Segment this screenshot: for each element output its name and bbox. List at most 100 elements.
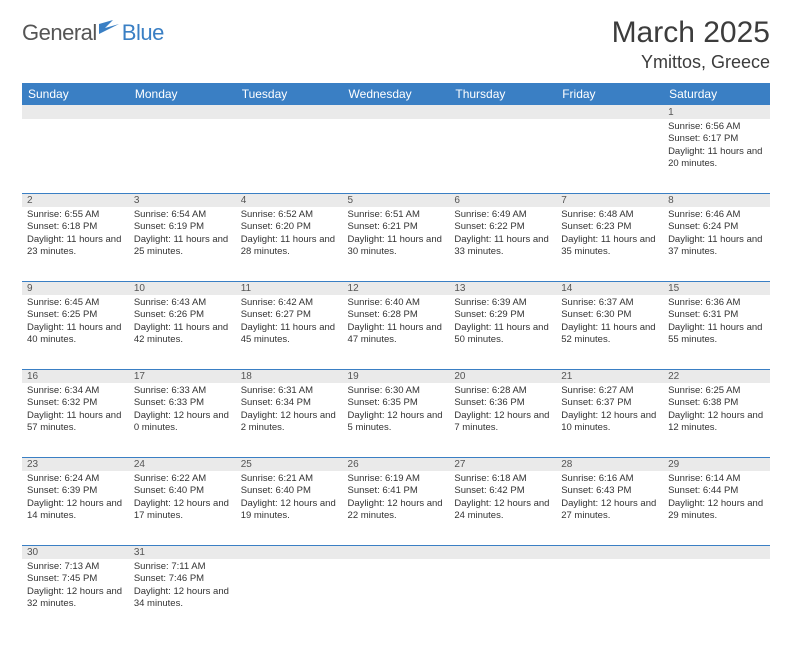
day-number — [236, 105, 343, 119]
day-content: Sunrise: 6:40 AMSunset: 6:28 PMDaylight:… — [343, 295, 450, 349]
day-header: Friday — [556, 83, 663, 105]
day-number-row: 3031 — [22, 545, 770, 559]
day-content: Sunrise: 7:11 AMSunset: 7:46 PMDaylight:… — [129, 559, 236, 613]
day-cell: Sunrise: 6:34 AMSunset: 6:32 PMDaylight:… — [22, 383, 129, 457]
day-cell: Sunrise: 6:22 AMSunset: 6:40 PMDaylight:… — [129, 471, 236, 545]
logo-text-blue: Blue — [122, 20, 164, 46]
day-number — [236, 545, 343, 559]
day-content: Sunrise: 6:48 AMSunset: 6:23 PMDaylight:… — [556, 207, 663, 261]
day-number: 14 — [556, 281, 663, 295]
day-number — [343, 545, 450, 559]
day-cell: Sunrise: 6:52 AMSunset: 6:20 PMDaylight:… — [236, 207, 343, 281]
day-content: Sunrise: 6:25 AMSunset: 6:38 PMDaylight:… — [663, 383, 770, 437]
day-cell: Sunrise: 6:31 AMSunset: 6:34 PMDaylight:… — [236, 383, 343, 457]
logo: General Blue — [22, 20, 164, 46]
logo-text-general: General — [22, 20, 97, 46]
day-number: 11 — [236, 281, 343, 295]
day-cell — [236, 559, 343, 633]
day-number-row: 23242526272829 — [22, 457, 770, 471]
day-number: 2 — [22, 193, 129, 207]
day-number: 21 — [556, 369, 663, 383]
day-number: 19 — [343, 369, 450, 383]
day-content: Sunrise: 6:39 AMSunset: 6:29 PMDaylight:… — [449, 295, 556, 349]
day-cell: Sunrise: 6:36 AMSunset: 6:31 PMDaylight:… — [663, 295, 770, 369]
day-cell: Sunrise: 6:45 AMSunset: 6:25 PMDaylight:… — [22, 295, 129, 369]
day-cell: Sunrise: 6:30 AMSunset: 6:35 PMDaylight:… — [343, 383, 450, 457]
flag-icon — [99, 20, 121, 41]
day-content: Sunrise: 6:51 AMSunset: 6:21 PMDaylight:… — [343, 207, 450, 261]
day-cell: Sunrise: 6:40 AMSunset: 6:28 PMDaylight:… — [343, 295, 450, 369]
day-number: 30 — [22, 545, 129, 559]
day-number: 29 — [663, 457, 770, 471]
day-cell: Sunrise: 7:11 AMSunset: 7:46 PMDaylight:… — [129, 559, 236, 633]
day-content: Sunrise: 6:18 AMSunset: 6:42 PMDaylight:… — [449, 471, 556, 525]
day-cell: Sunrise: 6:25 AMSunset: 6:38 PMDaylight:… — [663, 383, 770, 457]
day-number: 4 — [236, 193, 343, 207]
day-number: 28 — [556, 457, 663, 471]
day-cell: Sunrise: 6:28 AMSunset: 6:36 PMDaylight:… — [449, 383, 556, 457]
day-content: Sunrise: 6:16 AMSunset: 6:43 PMDaylight:… — [556, 471, 663, 525]
day-number: 31 — [129, 545, 236, 559]
day-content-row: Sunrise: 6:45 AMSunset: 6:25 PMDaylight:… — [22, 295, 770, 369]
day-content: Sunrise: 6:37 AMSunset: 6:30 PMDaylight:… — [556, 295, 663, 349]
day-number: 23 — [22, 457, 129, 471]
day-cell: Sunrise: 6:48 AMSunset: 6:23 PMDaylight:… — [556, 207, 663, 281]
day-content: Sunrise: 6:28 AMSunset: 6:36 PMDaylight:… — [449, 383, 556, 437]
day-content: Sunrise: 6:33 AMSunset: 6:33 PMDaylight:… — [129, 383, 236, 437]
day-number: 16 — [22, 369, 129, 383]
location: Ymittos, Greece — [612, 52, 770, 73]
day-header-row: SundayMondayTuesdayWednesdayThursdayFrid… — [22, 83, 770, 105]
day-cell — [343, 559, 450, 633]
day-content: Sunrise: 6:22 AMSunset: 6:40 PMDaylight:… — [129, 471, 236, 525]
day-cell — [556, 559, 663, 633]
day-content: Sunrise: 6:24 AMSunset: 6:39 PMDaylight:… — [22, 471, 129, 525]
day-content: Sunrise: 6:56 AMSunset: 6:17 PMDaylight:… — [663, 119, 770, 173]
day-number: 12 — [343, 281, 450, 295]
day-cell: Sunrise: 6:33 AMSunset: 6:33 PMDaylight:… — [129, 383, 236, 457]
day-content: Sunrise: 6:46 AMSunset: 6:24 PMDaylight:… — [663, 207, 770, 261]
day-cell: Sunrise: 6:19 AMSunset: 6:41 PMDaylight:… — [343, 471, 450, 545]
day-cell: Sunrise: 6:42 AMSunset: 6:27 PMDaylight:… — [236, 295, 343, 369]
day-cell: Sunrise: 6:43 AMSunset: 6:26 PMDaylight:… — [129, 295, 236, 369]
day-cell — [449, 559, 556, 633]
calendar-table: SundayMondayTuesdayWednesdayThursdayFrid… — [22, 83, 770, 633]
day-cell: Sunrise: 6:37 AMSunset: 6:30 PMDaylight:… — [556, 295, 663, 369]
day-cell: Sunrise: 6:56 AMSunset: 6:17 PMDaylight:… — [663, 119, 770, 193]
day-content: Sunrise: 6:34 AMSunset: 6:32 PMDaylight:… — [22, 383, 129, 437]
day-number — [556, 105, 663, 119]
day-content-row: Sunrise: 6:55 AMSunset: 6:18 PMDaylight:… — [22, 207, 770, 281]
day-content-row: Sunrise: 6:56 AMSunset: 6:17 PMDaylight:… — [22, 119, 770, 193]
day-cell: Sunrise: 6:27 AMSunset: 6:37 PMDaylight:… — [556, 383, 663, 457]
day-content: Sunrise: 6:36 AMSunset: 6:31 PMDaylight:… — [663, 295, 770, 349]
day-number: 6 — [449, 193, 556, 207]
day-number: 13 — [449, 281, 556, 295]
day-cell: Sunrise: 6:21 AMSunset: 6:40 PMDaylight:… — [236, 471, 343, 545]
day-number: 8 — [663, 193, 770, 207]
day-content-row: Sunrise: 7:13 AMSunset: 7:45 PMDaylight:… — [22, 559, 770, 633]
day-number — [129, 105, 236, 119]
day-content: Sunrise: 6:21 AMSunset: 6:40 PMDaylight:… — [236, 471, 343, 525]
day-content-row: Sunrise: 6:34 AMSunset: 6:32 PMDaylight:… — [22, 383, 770, 457]
day-number: 18 — [236, 369, 343, 383]
day-number: 17 — [129, 369, 236, 383]
day-cell — [556, 119, 663, 193]
day-number: 1 — [663, 105, 770, 119]
day-cell — [343, 119, 450, 193]
day-number — [449, 105, 556, 119]
day-number — [556, 545, 663, 559]
day-content: Sunrise: 7:13 AMSunset: 7:45 PMDaylight:… — [22, 559, 129, 613]
day-number: 27 — [449, 457, 556, 471]
day-number: 25 — [236, 457, 343, 471]
day-number: 7 — [556, 193, 663, 207]
day-content: Sunrise: 6:43 AMSunset: 6:26 PMDaylight:… — [129, 295, 236, 349]
day-cell — [449, 119, 556, 193]
day-number — [449, 545, 556, 559]
day-header: Sunday — [22, 83, 129, 105]
day-header: Wednesday — [343, 83, 450, 105]
day-number — [22, 105, 129, 119]
day-content: Sunrise: 6:49 AMSunset: 6:22 PMDaylight:… — [449, 207, 556, 261]
day-header: Tuesday — [236, 83, 343, 105]
day-content: Sunrise: 6:52 AMSunset: 6:20 PMDaylight:… — [236, 207, 343, 261]
day-number-row: 2345678 — [22, 193, 770, 207]
header: General Blue March 2025 Ymittos, Greece — [22, 16, 770, 73]
